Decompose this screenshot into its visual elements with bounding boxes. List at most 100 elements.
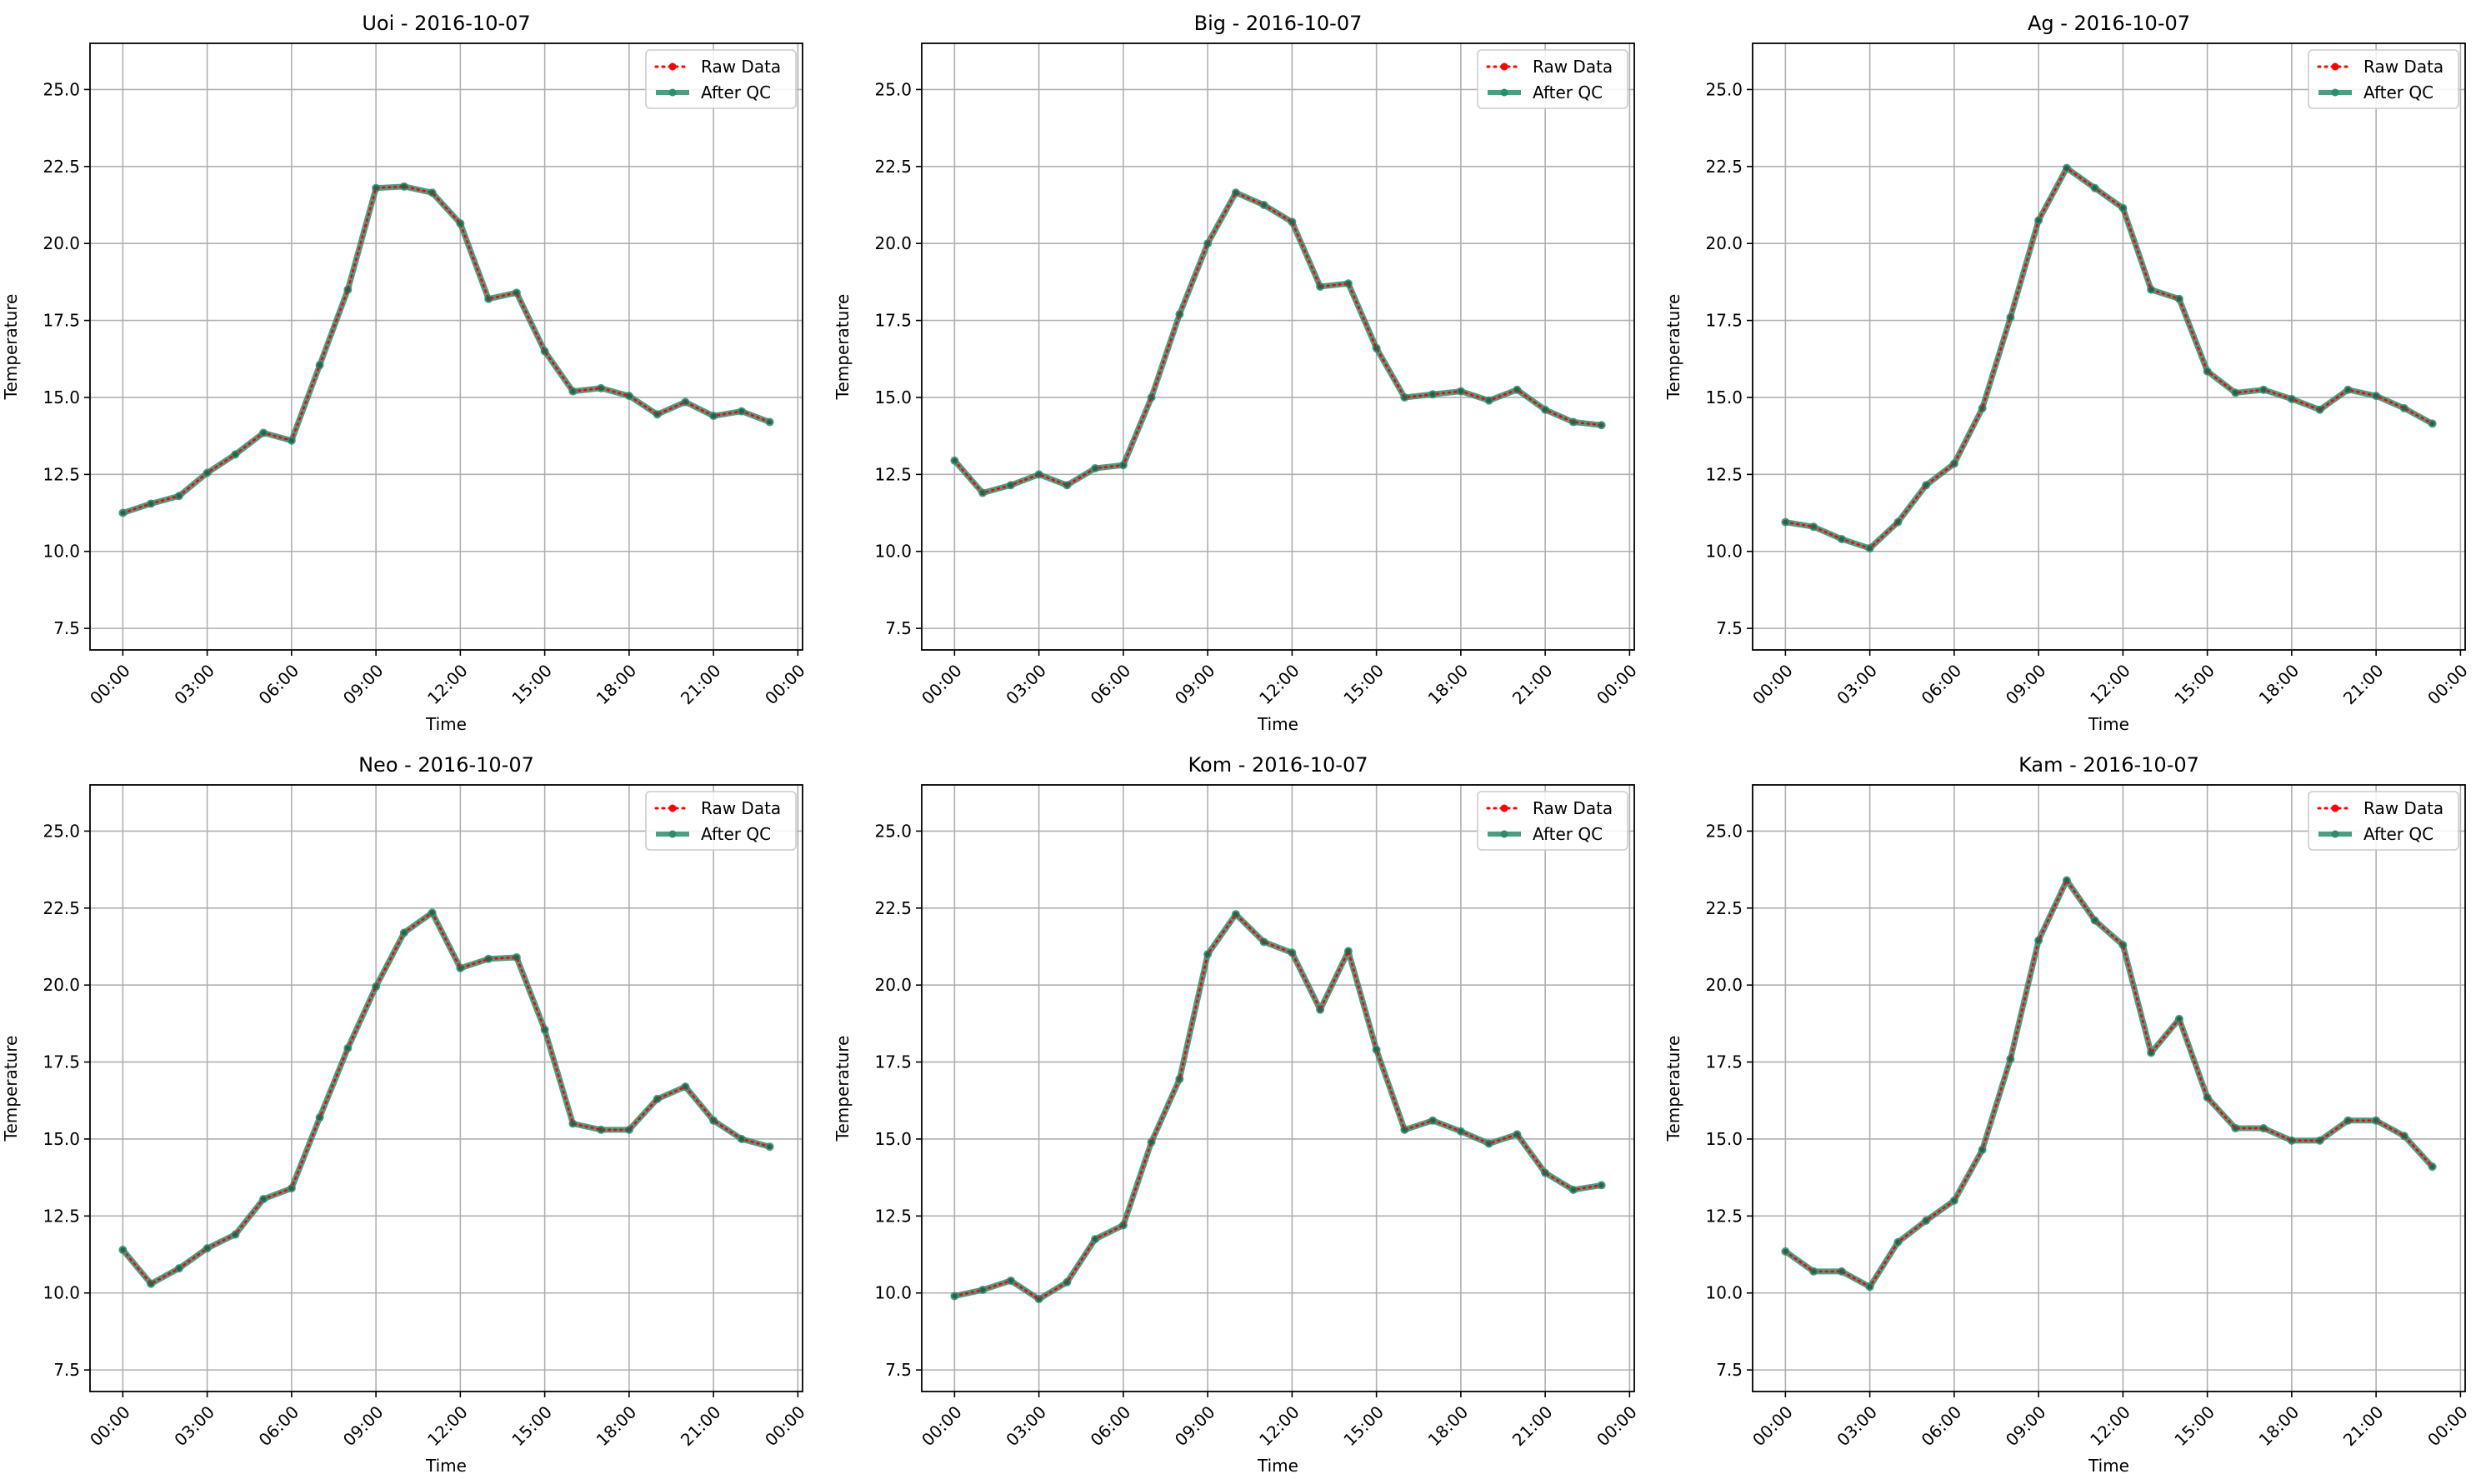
point-raw-data bbox=[1402, 1127, 1408, 1132]
y-tick-label: 22.5 bbox=[1705, 157, 1743, 177]
x-tick-label: 00:00 bbox=[1748, 660, 1797, 708]
point-raw-data bbox=[176, 1266, 182, 1272]
point-raw-data bbox=[1177, 1076, 1183, 1082]
series-line-raw-data bbox=[122, 911, 771, 1286]
series-line-after-qc bbox=[952, 189, 1603, 497]
legend: Raw Data After QC bbox=[1477, 49, 1628, 109]
point-raw-data bbox=[1783, 1248, 1788, 1254]
y-tick-label: 15.0 bbox=[1705, 1129, 1743, 1149]
point-raw-data bbox=[317, 362, 323, 368]
x-tick-label: 06:00 bbox=[255, 1402, 303, 1450]
point-raw-data bbox=[2148, 287, 2154, 292]
point-raw-data bbox=[2036, 937, 2042, 943]
point-raw-data bbox=[429, 910, 435, 916]
point-raw-data bbox=[204, 1246, 210, 1252]
point-raw-data bbox=[1289, 950, 1295, 956]
point-raw-data bbox=[1570, 419, 1576, 425]
point-raw-data bbox=[2429, 1164, 2435, 1170]
point-raw-data bbox=[2036, 217, 2042, 223]
x-tick-label: 12:00 bbox=[1255, 1402, 1303, 1450]
series-line-after-qc bbox=[1783, 877, 2435, 1290]
point-raw-data bbox=[429, 190, 435, 196]
y-tick-label: 20.0 bbox=[43, 975, 80, 995]
point-raw-data bbox=[2204, 1095, 2210, 1101]
legend-marker-after-qc bbox=[668, 88, 677, 97]
point-raw-data bbox=[1318, 1007, 1323, 1012]
x-tick-label: 00:00 bbox=[1593, 1402, 1641, 1450]
legend-label-raw-data: Raw Data bbox=[701, 57, 781, 77]
point-raw-data bbox=[148, 1281, 154, 1287]
point-raw-data bbox=[683, 399, 688, 405]
point-raw-data bbox=[626, 393, 632, 399]
point-raw-data bbox=[1233, 190, 1238, 196]
point-raw-data bbox=[458, 221, 463, 227]
y-tick-label: 20.0 bbox=[43, 233, 80, 253]
legend-label-raw-data: Raw Data bbox=[2363, 798, 2443, 818]
point-raw-data bbox=[2120, 942, 2126, 948]
point-raw-data bbox=[952, 457, 958, 463]
y-tick-label: 22.5 bbox=[43, 898, 80, 918]
point-raw-data bbox=[1598, 1182, 1604, 1188]
x-tick-label: 00:00 bbox=[918, 1402, 966, 1450]
legend: Raw Data After QC bbox=[1477, 791, 1628, 851]
chart-title: Big - 2016-10-07 bbox=[1194, 12, 1363, 35]
y-axis-label: Temperature bbox=[1, 1036, 21, 1142]
x-tick-label: 12:00 bbox=[423, 660, 472, 708]
y-tick-label: 17.5 bbox=[1705, 311, 1743, 331]
legend-marker-after-qc bbox=[1500, 88, 1508, 97]
point-raw-data bbox=[654, 1096, 660, 1102]
plot-frame bbox=[921, 42, 1635, 651]
x-tick-label: 00:00 bbox=[761, 1402, 809, 1450]
subplot-4: 7.5 10.0 12.5 15.0 17.5 20.0 22.5 25.0 00:00 03:0… bbox=[833, 753, 1641, 1476]
point-raw-data bbox=[1261, 939, 1267, 945]
point-raw-data bbox=[1867, 1284, 1873, 1290]
x-tick-label: 15:00 bbox=[1339, 660, 1388, 708]
subplot-2: 7.5 10.0 12.5 15.0 17.5 20.0 22.5 25.0 00:00 03:0… bbox=[1663, 12, 2472, 734]
x-tick-label: 00:00 bbox=[1748, 1402, 1797, 1450]
point-raw-data bbox=[2233, 390, 2238, 396]
y-tick-label: 12.5 bbox=[1705, 464, 1743, 484]
point-raw-data bbox=[1838, 536, 1844, 542]
y-tick-label: 22.5 bbox=[874, 898, 912, 918]
x-tick-label: 21:00 bbox=[677, 660, 725, 708]
y-tick-label: 15.0 bbox=[43, 387, 80, 407]
point-raw-data bbox=[711, 413, 717, 419]
x-tick-label: 12:00 bbox=[423, 1402, 472, 1450]
point-raw-data bbox=[1598, 422, 1604, 428]
x-tick-label: 09:00 bbox=[339, 660, 388, 708]
x-axis-label: Time bbox=[1257, 714, 1298, 734]
point-raw-data bbox=[2204, 368, 2210, 374]
point-raw-data bbox=[373, 185, 379, 191]
x-tick-label: 00:00 bbox=[1593, 660, 1641, 708]
point-raw-data bbox=[1093, 1237, 1098, 1242]
point-raw-data bbox=[148, 501, 154, 507]
point-raw-data bbox=[1895, 1239, 1901, 1245]
x-tick-label: 00:00 bbox=[2423, 1402, 2472, 1450]
x-tick-label: 18:00 bbox=[1424, 1402, 1473, 1450]
y-tick-label: 10.0 bbox=[1705, 542, 1743, 562]
point-raw-data bbox=[1430, 1117, 1436, 1123]
point-raw-data bbox=[1373, 1047, 1379, 1052]
point-raw-data bbox=[2148, 1050, 2154, 1056]
x-axis-label: Time bbox=[425, 714, 467, 734]
y-tick-label: 20.0 bbox=[1705, 233, 1743, 253]
x-tick-label: 00:00 bbox=[918, 660, 966, 708]
point-raw-data bbox=[1373, 345, 1379, 351]
legend-marker-after-qc bbox=[2331, 830, 2339, 838]
y-tick-label: 25.0 bbox=[1705, 821, 1743, 841]
point-raw-data bbox=[2261, 1126, 2267, 1132]
point-raw-data bbox=[2008, 314, 2013, 320]
point-raw-data bbox=[1177, 312, 1183, 317]
x-tick-label: 18:00 bbox=[2255, 1402, 2303, 1450]
point-raw-data bbox=[2345, 1117, 2351, 1123]
x-tick-label: 06:00 bbox=[1087, 1402, 1135, 1450]
point-raw-data bbox=[1867, 546, 1873, 552]
point-raw-data bbox=[952, 1293, 958, 1299]
y-tick-label: 17.5 bbox=[43, 311, 80, 331]
point-raw-data bbox=[2317, 1137, 2323, 1143]
point-raw-data bbox=[401, 930, 407, 936]
point-raw-data bbox=[2401, 405, 2407, 411]
point-raw-data bbox=[598, 1127, 604, 1132]
x-axis-label: Time bbox=[425, 1456, 467, 1476]
x-tick-label: 18:00 bbox=[1424, 660, 1473, 708]
